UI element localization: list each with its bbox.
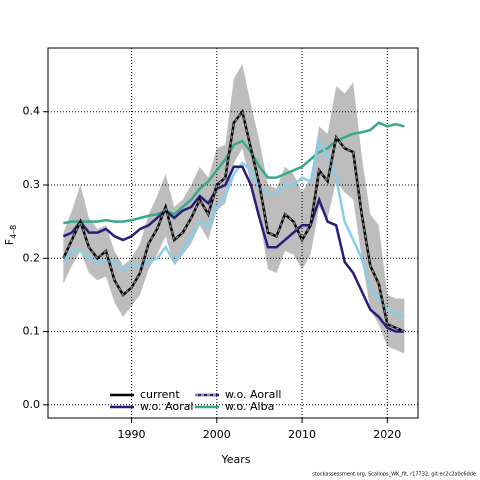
y-axis-label: F4–8 <box>3 225 18 246</box>
y-label-sub: 4–8 <box>9 225 18 239</box>
legend-label: w.o. Aorall <box>225 388 281 401</box>
x-tick-label: 2010 <box>288 428 316 441</box>
legend-label: w.o. Aoral <box>140 400 193 413</box>
x-tick-label: 2000 <box>203 428 231 441</box>
y-tick-label: 0.3 <box>23 178 41 191</box>
series-line <box>63 121 405 225</box>
series-line <box>62 165 405 333</box>
y-tick-label: 0.2 <box>23 251 41 264</box>
legend-label: current <box>140 388 180 401</box>
series-line-dash <box>62 110 405 333</box>
x-tick-label: 2020 <box>373 428 401 441</box>
x-axis-label: Years <box>220 453 250 466</box>
x-tick-label: 1990 <box>118 428 146 441</box>
y-tick-label: 0.4 <box>23 105 41 118</box>
plot-frame <box>47 47 419 419</box>
y-tick-label: 0.1 <box>23 325 41 338</box>
y-label-main: F <box>3 239 16 245</box>
series-line <box>62 137 405 319</box>
footnote: stockassessment.org, Scallops_WK_fit, r1… <box>312 472 476 478</box>
confidence-band <box>63 64 405 354</box>
y-tick-label: 0.0 <box>23 398 41 411</box>
legend-label: w.o. Alba <box>225 400 274 413</box>
